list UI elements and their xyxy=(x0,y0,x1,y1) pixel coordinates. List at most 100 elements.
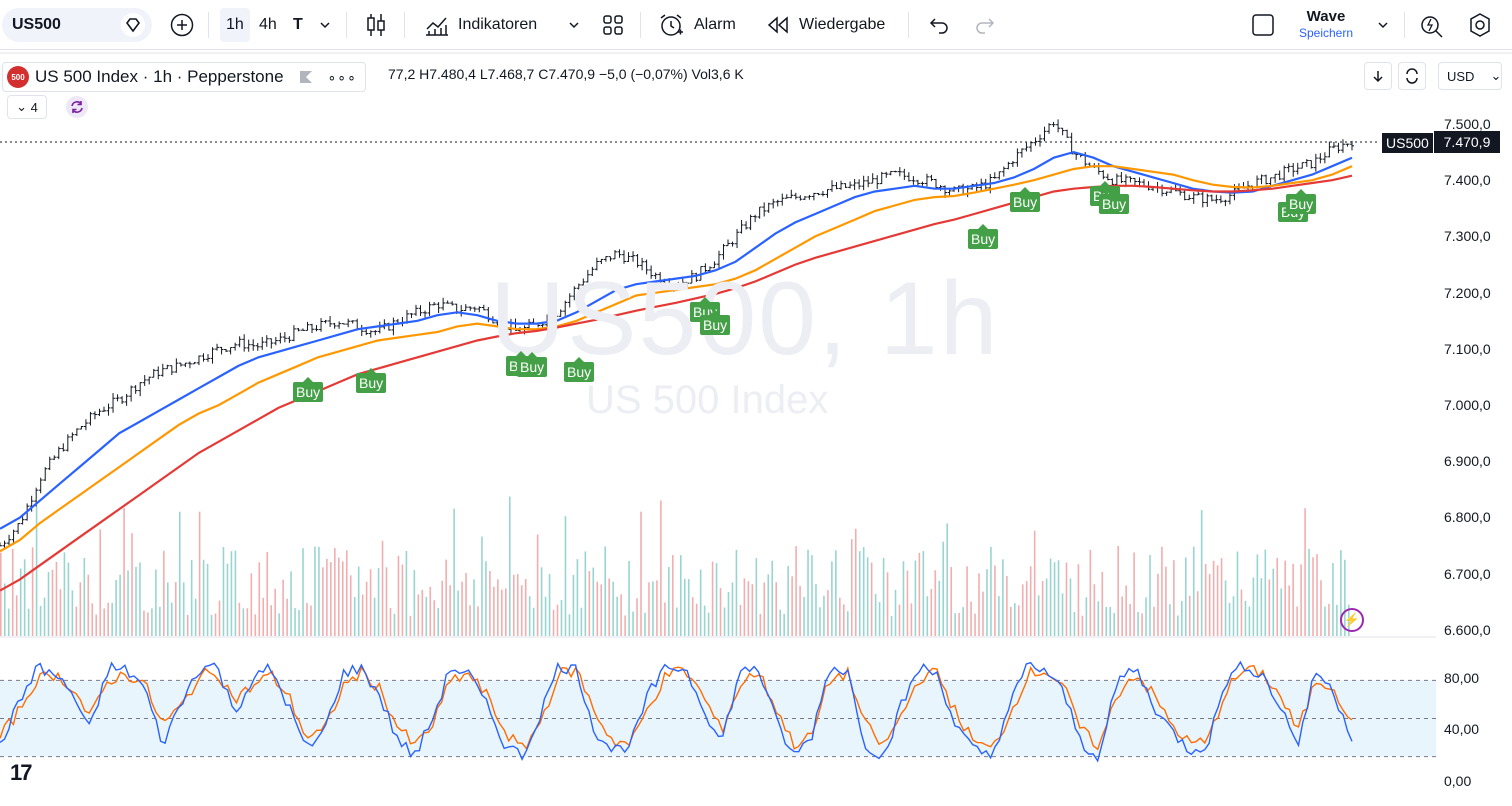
volume-bar xyxy=(695,603,698,636)
add-symbol-icon[interactable] xyxy=(170,13,194,37)
quick-search-icon[interactable] xyxy=(1419,12,1445,38)
volume-bar xyxy=(103,608,105,636)
candles-icon[interactable] xyxy=(364,12,388,38)
settings-icon[interactable] xyxy=(1467,12,1493,38)
chevron-down-icon: ⌄ xyxy=(16,99,28,114)
legend-title: US 500 Index · 1h · Pepperstone xyxy=(35,67,284,86)
volume-bar xyxy=(791,576,793,636)
volume-bar xyxy=(1041,581,1044,636)
volume-bar xyxy=(413,570,416,636)
volume-bar xyxy=(1308,548,1310,636)
volume-bar xyxy=(1125,585,1127,636)
lightning-icon[interactable]: ⚡ xyxy=(1340,608,1364,632)
volume-bar xyxy=(381,540,384,636)
volume-bar xyxy=(1340,550,1342,636)
volume-bar xyxy=(739,604,742,636)
volume-bar xyxy=(1149,554,1151,636)
chevron-down-icon[interactable] xyxy=(1376,18,1390,32)
alert-button[interactable]: Alarm xyxy=(694,16,736,33)
volume-bar xyxy=(687,579,690,636)
price-tick-label: 6.700,0 xyxy=(1444,565,1491,582)
indicators-button[interactable]: Indikatoren xyxy=(458,16,538,33)
volume-bar xyxy=(934,570,937,636)
buy-signal-label: Buy xyxy=(1010,187,1041,212)
collapsed-count: 4 xyxy=(30,99,38,115)
timeframe-1h[interactable]: 1h xyxy=(220,8,250,42)
replay-icon[interactable] xyxy=(766,15,790,35)
undo-icon[interactable] xyxy=(928,15,950,35)
volume-bar xyxy=(1304,508,1306,636)
volume-bar xyxy=(349,575,352,636)
layout-save-button[interactable]: Wave Speichern xyxy=(1290,8,1362,40)
volume-bar xyxy=(302,548,304,636)
volume-bar xyxy=(1010,607,1012,636)
volume-bar xyxy=(910,603,913,636)
diamond-icon[interactable] xyxy=(120,12,146,38)
volume-bar xyxy=(222,547,225,636)
divider xyxy=(346,12,347,38)
volume-bar xyxy=(174,582,177,636)
volume-bar xyxy=(39,605,42,636)
volume-bar xyxy=(580,607,583,636)
volume-bar xyxy=(787,565,789,636)
volume-bar xyxy=(576,559,579,636)
volume-bar xyxy=(182,582,185,636)
volume-bar xyxy=(1093,584,1096,636)
layout-square-icon[interactable] xyxy=(1251,13,1275,37)
volume-bar xyxy=(250,573,253,636)
chevron-down-icon[interactable] xyxy=(318,18,332,32)
templates-icon[interactable] xyxy=(602,14,624,36)
volume-bar xyxy=(1196,591,1199,636)
scroll-down-button[interactable] xyxy=(1364,62,1392,90)
volume-bar xyxy=(775,582,778,636)
volume-bar xyxy=(540,567,543,636)
volume-bar xyxy=(59,589,62,636)
volume-bar xyxy=(831,561,833,636)
volume-bar xyxy=(99,529,102,636)
sync-button[interactable] xyxy=(1398,62,1426,90)
volume-bar xyxy=(35,506,38,636)
symbol-search[interactable]: US500 xyxy=(2,8,152,42)
volume-bar xyxy=(294,608,296,636)
volume-bar xyxy=(1316,554,1318,636)
volume-bar xyxy=(393,613,396,636)
price-tick-label: 7.400,0 xyxy=(1444,172,1491,189)
volume-bar xyxy=(568,614,571,636)
volume-bar xyxy=(1228,602,1231,636)
volume-bar xyxy=(306,603,308,636)
more-icon[interactable]: ∘∘∘ xyxy=(327,68,357,85)
volume-bar xyxy=(616,596,618,636)
divider xyxy=(640,12,641,38)
volume-bar xyxy=(1105,606,1108,636)
timeframe-4h[interactable]: 4h xyxy=(259,16,277,33)
alarm-clock-icon[interactable] xyxy=(658,12,684,38)
redo-icon[interactable] xyxy=(974,15,996,35)
volume-bar xyxy=(1244,600,1247,636)
chevron-down-icon[interactable] xyxy=(567,18,581,32)
volume-bar xyxy=(1061,593,1064,636)
volume-bar xyxy=(620,594,622,636)
volume-bar xyxy=(588,571,591,636)
timeframe-day[interactable]: T xyxy=(293,16,303,33)
volume-bar xyxy=(803,596,805,636)
volume-bar xyxy=(405,550,408,636)
volume-bar xyxy=(147,612,149,636)
currency-label: USD xyxy=(1447,68,1475,84)
volume-bar xyxy=(1077,564,1080,636)
volume-bar xyxy=(1073,612,1076,636)
currency-select[interactable]: USD ⌄ xyxy=(1438,62,1502,90)
price-tick-label: 7.500,0 xyxy=(1444,116,1491,132)
volume-bar xyxy=(918,552,921,636)
symbol-legend[interactable]: 500 US 500 Index · 1h · Pepperstone ∘∘∘ xyxy=(2,62,366,92)
volume-bar xyxy=(783,613,785,636)
volume-bar xyxy=(795,546,797,636)
ema-fast-line xyxy=(0,150,1353,530)
indicators-collapse-button[interactable]: ⌄ 4 xyxy=(7,95,47,119)
refresh-icon[interactable] xyxy=(66,96,88,118)
volume-bar xyxy=(755,558,758,636)
volume-bar xyxy=(485,561,487,636)
flag-icon[interactable] xyxy=(298,69,314,85)
indicators-icon[interactable] xyxy=(424,13,450,37)
replay-button[interactable]: Wiedergabe xyxy=(799,16,886,33)
